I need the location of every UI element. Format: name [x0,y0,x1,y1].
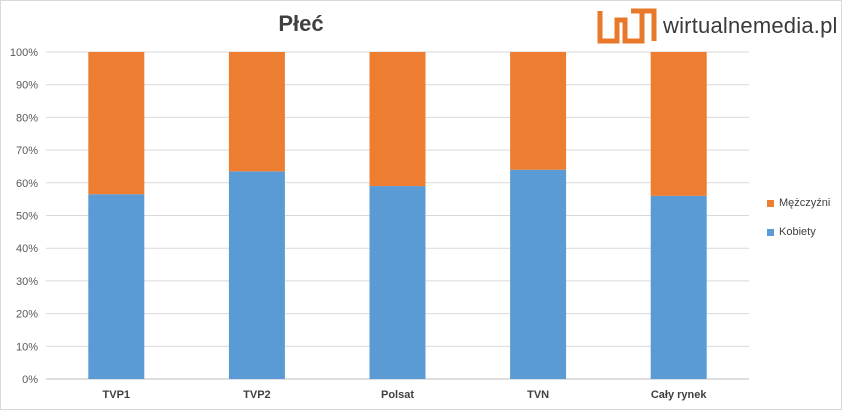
bar-segment-men [650,52,707,196]
legend: Mężczyźni Kobiety [767,195,830,253]
bar-segment-men [369,52,426,187]
legend-item-women: Kobiety [767,224,830,240]
y-tick-label: 100% [10,47,38,59]
chart-title: Płeć [278,11,324,36]
wm-logo-icon [597,8,657,44]
y-tick-label: 70% [16,145,38,157]
bar-segment-women [510,169,567,379]
y-tick-label: 60% [16,178,38,190]
x-tick-label: TVN [527,389,549,401]
y-tick-label: 20% [16,309,38,321]
bar-segment-men [228,52,285,172]
x-tick-label: Cały rynek [651,389,708,401]
y-tick-label: 30% [16,276,38,288]
legend-item-men: Mężczyźni [767,195,830,211]
y-tick-label: 90% [16,80,38,92]
legend-label-men: Mężczyźni [779,197,831,209]
y-tick-label: 80% [16,112,38,124]
bar-segment-women [228,171,285,379]
bar-segment-women [88,194,145,379]
bar-segment-men [88,52,145,195]
x-tick-label: TVP2 [243,389,271,401]
legend-label-women: Kobiety [779,226,816,238]
legend-swatch-men [767,199,774,207]
y-tick-label: 0% [22,374,38,386]
legend-swatch-women [767,228,774,236]
wirtualnemedia-logo: wirtualnemedia.pl [597,8,838,44]
bar-segment-women [650,195,707,379]
bar-segment-women [369,186,426,379]
y-tick-label: 50% [16,211,38,223]
logo-text: wirtualnemedia.pl [663,13,838,38]
y-tick-label: 10% [16,341,38,353]
x-tick-label: TVP1 [103,389,131,401]
x-tick-label: Polsat [381,389,414,401]
y-tick-label: 40% [16,243,38,255]
bar-segment-men [510,52,567,170]
